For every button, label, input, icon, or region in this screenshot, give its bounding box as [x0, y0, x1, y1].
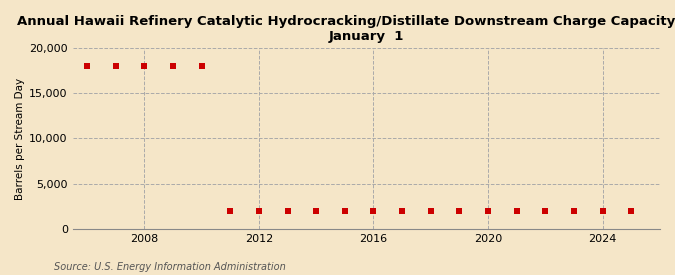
Point — [425, 208, 436, 213]
Point — [110, 64, 121, 68]
Point — [626, 208, 637, 213]
Point — [540, 208, 551, 213]
Point — [225, 208, 236, 213]
Title: Annual Hawaii Refinery Catalytic Hydrocracking/Distillate Downstream Charge Capa: Annual Hawaii Refinery Catalytic Hydrocr… — [17, 15, 675, 43]
Point — [282, 208, 293, 213]
Point — [483, 208, 493, 213]
Point — [139, 64, 150, 68]
Point — [82, 64, 92, 68]
Point — [512, 208, 522, 213]
Y-axis label: Barrels per Stream Day: Barrels per Stream Day — [15, 78, 25, 200]
Point — [568, 208, 579, 213]
Point — [310, 208, 321, 213]
Point — [196, 64, 207, 68]
Point — [454, 208, 465, 213]
Point — [167, 64, 178, 68]
Point — [368, 208, 379, 213]
Point — [254, 208, 265, 213]
Point — [597, 208, 608, 213]
Text: Source: U.S. Energy Information Administration: Source: U.S. Energy Information Administ… — [54, 262, 286, 272]
Point — [397, 208, 408, 213]
Point — [340, 208, 350, 213]
